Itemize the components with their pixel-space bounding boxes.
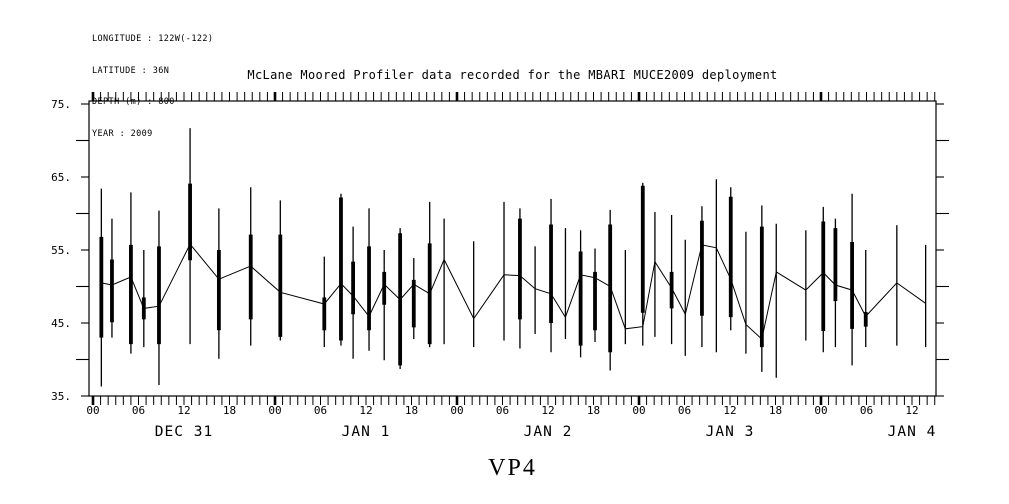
x-hour-label: 06 (314, 404, 327, 417)
metadata-longitude: LONGITUDE : 122W(-122) (92, 34, 214, 44)
chart-title: McLane Moored Profiler data recorded for… (247, 68, 778, 82)
x-hour-label: 12 (541, 404, 554, 417)
x-hour-label: 18 (223, 404, 236, 417)
metadata-block: LONGITUDE : 122W(-122) LATITUDE : 36N DE… (92, 13, 213, 160)
plot-box (88, 100, 937, 397)
metadata-depth: DEPTH (m) : 800 (92, 97, 175, 107)
y-tick-label: 45. (51, 317, 71, 330)
x-hour-label: 00 (268, 404, 281, 417)
x-hour-label: 00 (86, 404, 99, 417)
x-hour-label: 12 (905, 404, 918, 417)
y-tick-label: 65. (51, 171, 71, 184)
data-polyline (101, 243, 926, 341)
x-hour-label: 18 (769, 404, 782, 417)
x-day-label: JAN 2 (524, 424, 573, 440)
y-tick-label: 75. (51, 98, 71, 111)
x-hour-label: 00 (632, 404, 645, 417)
x-hour-label: 06 (132, 404, 145, 417)
x-hour-label: 12 (723, 404, 736, 417)
x-day-label: DEC 31 (155, 424, 213, 440)
x-day-label: JAN 1 (342, 424, 391, 440)
x-day-label: JAN 3 (706, 424, 755, 440)
x-hour-label: 06 (496, 404, 509, 417)
x-hour-label: 18 (587, 404, 600, 417)
x-hour-label: 12 (177, 404, 190, 417)
x-day-label: JAN 4 (888, 424, 937, 440)
metadata-latitude: LATITUDE : 36N (92, 65, 170, 76)
x-hour-label: 00 (814, 404, 827, 417)
x-hour-label: 18 (405, 404, 418, 417)
y-tick-label: 35. (51, 390, 71, 403)
y-tick-label: 55. (51, 244, 71, 257)
metadata-year: YEAR : 2009 (92, 128, 153, 139)
x-hour-label: 12 (359, 404, 372, 417)
x-hour-label: 00 (450, 404, 463, 417)
x-hour-label: 06 (860, 404, 873, 417)
profile-name-label: VP4 (488, 455, 537, 481)
x-hour-label: 06 (678, 404, 691, 417)
